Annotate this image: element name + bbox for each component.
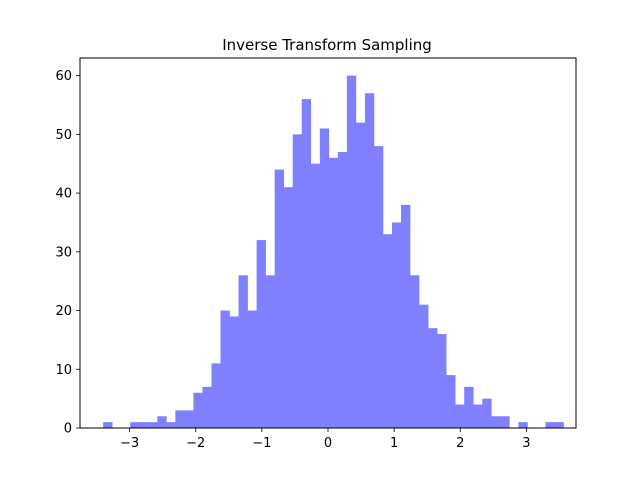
histogram-bar [401,204,411,428]
histogram-bar [382,234,393,428]
histogram-bar [373,146,384,428]
histogram-bar [157,416,167,428]
histogram-bar [229,316,239,428]
y-tick-label: 0 [64,422,72,437]
histogram-bar [292,134,303,428]
histogram-bar [166,422,176,428]
histogram-bar [193,392,203,428]
histogram-bar [500,416,510,428]
bars-group [103,75,564,429]
histogram-bar [220,310,230,428]
x-tick-label: −3 [120,436,139,451]
y-tick-label: 50 [55,128,72,143]
histogram-bar [428,328,438,428]
x-tick-label: 3 [522,436,530,451]
histogram-bar [211,363,221,428]
histogram-bar [247,310,257,428]
y-tick-label: 20 [55,304,72,319]
x-tick-label: 2 [456,436,464,451]
histogram-bar [283,187,294,428]
histogram-bar [392,222,402,428]
y-tick-label: 60 [55,69,72,84]
histogram-bar [103,422,113,428]
histogram-bar [364,93,375,429]
histogram-bar [256,240,266,428]
histogram-bar [473,404,483,428]
chart-title: Inverse Transform Sampling [222,36,432,54]
histogram-bar [419,304,429,428]
histogram-bar [148,422,158,428]
histogram-bar [337,151,348,428]
histogram-bar [554,422,564,428]
y-tick-label: 10 [55,363,72,378]
histogram-bar [301,99,312,429]
histogram-bar [482,398,492,428]
x-tick-label: 0 [324,436,332,451]
x-tick-label: 1 [390,436,398,451]
x-tick-label: −2 [186,436,205,451]
x-axis: −3 −2 −1 0 1 2 3 [120,428,531,451]
histogram-bar [491,416,501,428]
histogram-bar [274,169,284,428]
histogram-bar [410,275,420,428]
histogram-bar [518,422,528,428]
histogram-bar [328,157,339,428]
y-tick-label: 40 [55,187,72,202]
histogram-bar [455,404,465,428]
histogram-bar [319,128,330,429]
histogram-bar [346,75,357,429]
histogram-bar [355,122,366,428]
histogram-bar [139,422,149,428]
histogram-bar [310,163,321,428]
x-tick-label: −1 [252,436,271,451]
histogram-bar [265,275,275,428]
histogram-bar [437,334,447,428]
histogram-bar [545,422,555,428]
histogram-bar [130,422,140,428]
histogram-bar [202,386,212,428]
histogram-bar [464,386,474,428]
histogram-bar [446,375,456,428]
histogram-bar [184,410,194,428]
y-tick-label: 30 [55,245,72,260]
histogram-bar [238,275,248,428]
histogram-bar [175,410,185,428]
y-axis: 0 10 20 30 40 50 60 [55,69,80,437]
